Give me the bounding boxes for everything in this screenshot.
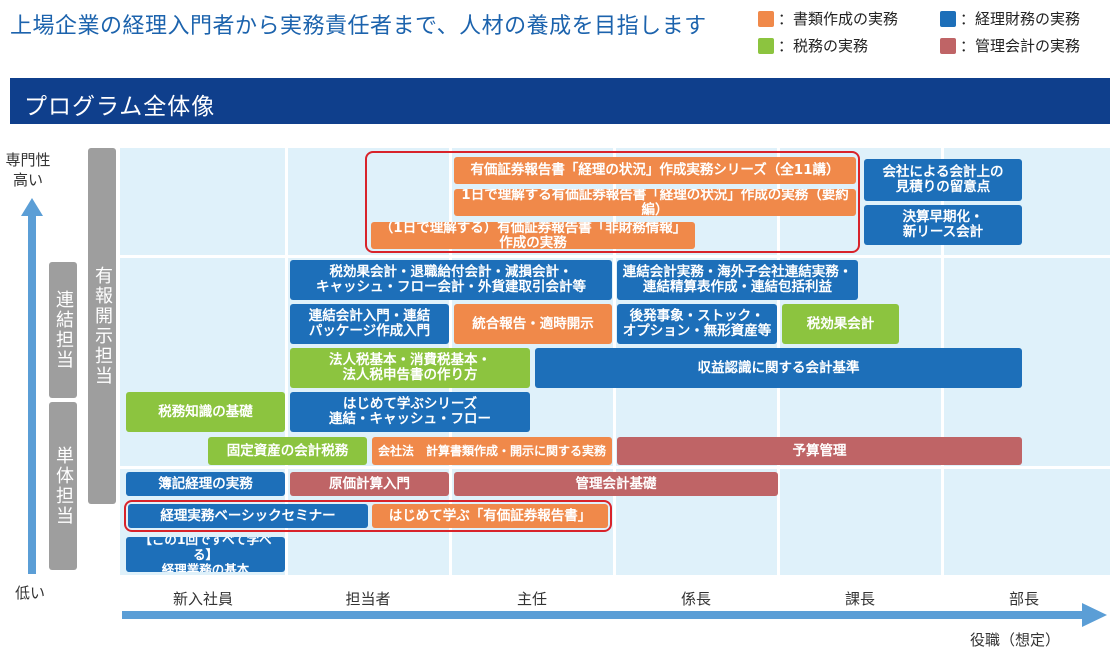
- program-costing-intro[interactable]: 原価計算入門: [290, 472, 449, 496]
- program-bookkeeping[interactable]: 簿記経理の実務: [126, 472, 285, 496]
- highlight-frame: [124, 500, 612, 532]
- x-axis-tick: 部長: [1008, 590, 1039, 608]
- x-axis-tick: 新入社員: [172, 590, 233, 608]
- program-management-accounting[interactable]: 管理会計基礎: [454, 472, 778, 496]
- program-nonfinancial-info[interactable]: （1日で理解する）有価証券報告書「非財務情報」作成の実務: [371, 222, 695, 249]
- highlight-frame: [365, 151, 860, 253]
- side-label-text: 有報開示担当: [92, 266, 113, 386]
- side-label-disclosure: 有報開示担当: [88, 148, 116, 504]
- program-one-session[interactable]: 【この1回ですべて学べる】 経理業務の基本: [126, 537, 285, 572]
- grid-divider: [120, 255, 1110, 258]
- x-axis-tick: 係長: [680, 590, 711, 608]
- program-yuho-series[interactable]: 有価証券報告書「経理の状況」作成実務シリーズ（全11講）: [454, 157, 856, 184]
- side-label-text: 単体担当: [53, 446, 74, 526]
- program-integrated-report[interactable]: 統合報告・適時開示: [454, 304, 612, 344]
- program-basic-seminar[interactable]: 経理実務ベーシックセミナー: [128, 504, 368, 528]
- y-axis-bottom-label: 低い: [14, 584, 45, 602]
- program-yuho-summary[interactable]: 1日で理解する有価証券報告書「経理の状況」作成の実務（要約編）: [454, 189, 856, 216]
- grid-divider: [120, 466, 1110, 469]
- program-first-yuho[interactable]: はじめて学ぶ「有価証券報告書」: [372, 504, 608, 528]
- grid-divider: [285, 148, 288, 575]
- program-tax-effect-etc[interactable]: 税効果会計・退職給付会計・減損会計・ キャッシュ・フロー会計・外貨建取引会計等: [290, 260, 612, 300]
- program-companies-act[interactable]: 会社法 計算書類作成・開示に関する実務: [372, 437, 612, 465]
- program-first-series[interactable]: はじめて学ぶシリーズ 連結・キャッシュ・フロー: [290, 392, 530, 432]
- section-title: プログラム全体像: [24, 94, 216, 120]
- program-consolidation-practice[interactable]: 連結会計実務・海外子会社連結実務・ 連結精算表作成・連結包括利益: [617, 260, 858, 300]
- headline: 上場企業の経理入門者から実務責任者まで、人材の養成を目指します: [10, 14, 707, 39]
- legend-label: ：経理財務の実務: [960, 10, 1081, 28]
- program-budget-management[interactable]: 予算管理: [617, 437, 1022, 465]
- legend-label: ：管理会計の実務: [960, 37, 1081, 55]
- program-subsequent-events[interactable]: 後発事象・ストック・ オプション・無形資産等: [617, 304, 777, 344]
- legend-swatch-red: [940, 37, 956, 54]
- program-early-closing[interactable]: 決算早期化・ 新リース会計: [864, 205, 1022, 245]
- x-axis-tick: 課長: [844, 590, 875, 608]
- legend-label: ：税務の実務: [778, 37, 869, 55]
- legend-label: ：書類作成の実務: [778, 10, 899, 28]
- x-axis-arrow: [122, 603, 1107, 627]
- program-tax-basics[interactable]: 税務知識の基礎: [126, 392, 285, 432]
- section-banner: プログラム全体像: [10, 78, 1110, 124]
- legend-item-tax: ：税務の実務: [758, 35, 868, 56]
- side-label-text: 連結担当: [53, 290, 74, 370]
- side-label-consolidated: 連結担当: [49, 262, 77, 398]
- x-axis-tick: 担当者: [345, 590, 391, 608]
- side-label-standalone: 単体担当: [49, 402, 77, 570]
- legend-swatch-green: [758, 37, 774, 54]
- legend-item-management: ：管理会計の実務: [940, 35, 1080, 56]
- program-consolidation-intro[interactable]: 連結会計入門・連結 パッケージ作成入門: [290, 304, 449, 344]
- x-axis-tick: 主任: [516, 590, 547, 608]
- program-revenue-recognition[interactable]: 収益認識に関する会計基準: [535, 348, 1022, 388]
- program-accounting-estimates[interactable]: 会社による会計上の 見積りの留意点: [864, 159, 1022, 201]
- y-axis-arrow: [21, 198, 43, 574]
- legend-item-finance: ：経理財務の実務: [940, 8, 1080, 29]
- program-corporate-tax[interactable]: 法人税基本・消費税基本・ 法人税申告書の作り方: [290, 348, 530, 388]
- program-tax-effect[interactable]: 税効果会計: [782, 304, 899, 344]
- y-axis-top-label: 専門性 高い: [5, 151, 51, 189]
- legend-item-document: ：書類作成の実務: [758, 8, 898, 29]
- x-axis-label: 役職（想定）: [970, 631, 1061, 649]
- program-fixed-asset-tax[interactable]: 固定資産の会計税務: [208, 437, 367, 465]
- legend-swatch-blue: [940, 10, 956, 27]
- legend-swatch-orange: [758, 10, 774, 27]
